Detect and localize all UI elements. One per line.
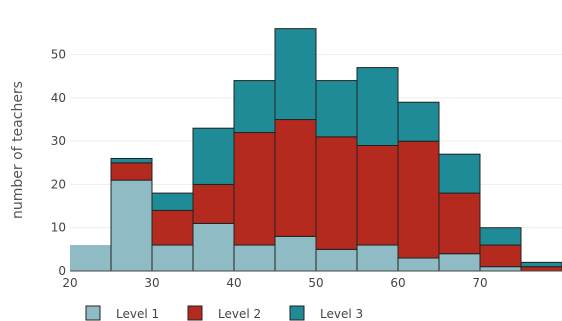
bar-segment-level-3 [397,101,440,142]
x-tick-label: 60 [390,276,405,290]
bar-segment-level-1 [479,266,522,272]
bar-segment-level-2 [192,183,235,224]
legend: Level 1 Level 2 Level 3 [85,305,363,321]
bar-segment-level-3 [151,192,194,211]
bar-segment-level-1 [192,222,235,272]
bar-segment-level-2 [520,266,562,272]
bar-segment-level-3 [356,67,399,146]
x-tick-label: 20 [62,276,77,290]
bar-segment-level-2 [356,145,399,246]
legend-swatch [289,305,305,321]
bar-segment-level-3 [315,80,358,138]
legend-item-level-3[interactable]: Level 3 [289,305,363,321]
bar-segment-level-2 [479,244,522,268]
bar-segment-level-2 [274,119,317,237]
legend-item-level-1[interactable]: Level 1 [85,305,159,321]
bar-segment-level-1 [151,244,194,272]
bar-segment-level-2 [397,140,440,259]
y-tick-label: 30 [51,134,66,148]
bar-segment-level-1 [233,244,276,272]
bar-segment-level-3 [274,28,317,121]
bar-segment-level-1 [110,179,153,272]
y-tick-label: 10 [51,221,66,235]
x-tick-label: 50 [308,276,323,290]
x-tick-label: 70 [472,276,487,290]
bar-segment-level-1 [315,248,358,272]
bar-segment-level-1 [274,235,317,272]
bar-segment-level-2 [110,162,153,181]
legend-swatch [85,305,101,321]
bar-segment-level-2 [151,209,194,246]
bar-segment-level-3 [479,227,522,246]
bar-segment-level-1 [438,253,481,272]
bar-segment-level-3 [110,157,153,164]
y-tick-labels: 0 10 20 30 40 50 [51,48,66,278]
x-tick-label: 30 [144,276,159,290]
legend-swatch [187,305,203,321]
bar-segment-level-3 [438,153,481,194]
legend-label: Level 3 [320,307,363,321]
legend-label: Level 1 [116,307,159,321]
bar-segment-level-2 [315,136,358,250]
bar-segment-level-3 [233,80,276,134]
bar-segment-level-1 [356,244,399,272]
y-tick-label: 50 [51,48,66,62]
bar-segment-level-1 [397,257,440,272]
y-tick-label: 0 [58,264,66,278]
x-tick-labels: 20 30 40 50 60 70 [62,276,487,290]
bar-segment-level-3 [520,261,562,268]
y-tick-label: 40 [51,91,66,105]
x-tick-label: 40 [226,276,241,290]
bar-segment-level-2 [233,132,276,246]
bar-segment-level-1 [70,245,111,271]
bar-segment-level-3 [192,127,235,185]
y-axis-title: number of teachers [10,81,26,219]
bars [70,28,562,272]
legend-label: Level 2 [218,307,261,321]
bar-segment-level-2 [438,192,481,255]
legend-item-level-2[interactable]: Level 2 [187,305,261,321]
y-tick-label: 20 [51,177,66,191]
